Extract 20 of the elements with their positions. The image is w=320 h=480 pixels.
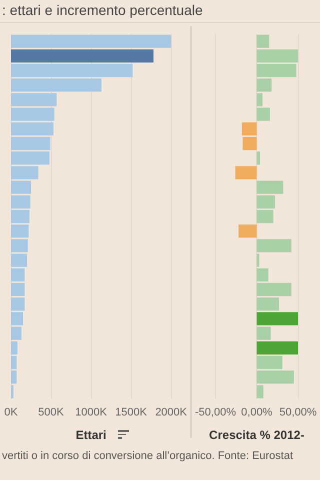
x-tick-label: 0K [4, 406, 18, 418]
bar [256, 312, 298, 326]
chart-title: : ettari e incremento percentuale [2, 2, 203, 18]
bar [11, 49, 154, 62]
x-tick-label: 500K [38, 406, 65, 418]
x-tick-label: 2000K [155, 406, 188, 418]
bar [235, 166, 257, 180]
x-axis-title: Crescita % 2012- [209, 428, 304, 442]
x-axis-title: Ettari [76, 428, 106, 442]
text: vertiti o in corso di conversione all’organico. Fonte: Eurostat [2, 450, 294, 462]
bar [256, 326, 271, 340]
x-tick-label: 1500K [115, 406, 148, 418]
x-tick-label: 50,00% [279, 406, 317, 418]
bar [256, 152, 260, 165]
x-tick-label: 0,00% [241, 406, 273, 418]
bar [256, 341, 298, 354]
x-tick-label: -50,00% [194, 406, 236, 418]
bar [11, 34, 172, 48]
bar [238, 224, 257, 238]
x-tick-label: 1000K [75, 406, 108, 418]
